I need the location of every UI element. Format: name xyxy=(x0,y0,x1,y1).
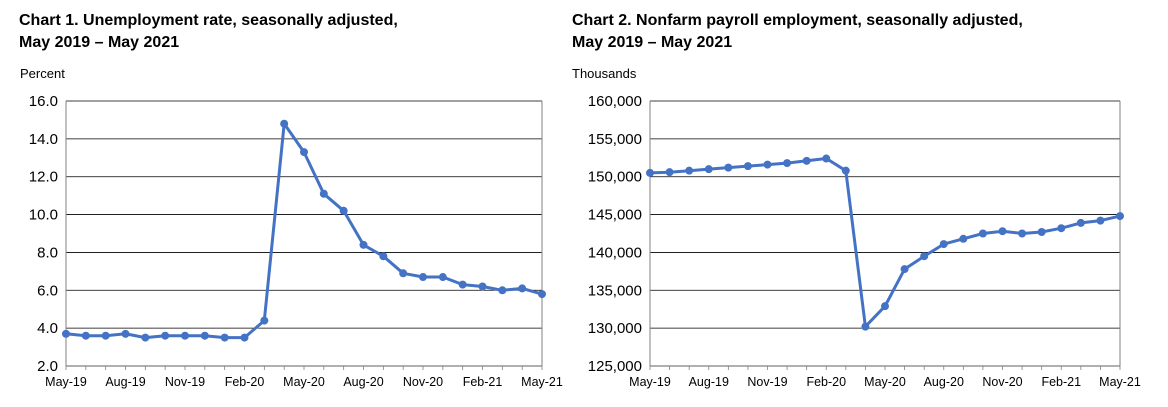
data-point xyxy=(62,329,70,338)
data-point xyxy=(200,331,209,340)
y-tick-label: 140,000 xyxy=(588,244,642,261)
data-point xyxy=(920,252,929,261)
y-axis-unit-label: Thousands xyxy=(572,66,637,81)
y-tick-label: 2.0 xyxy=(37,358,58,375)
x-tick-label: Nov-20 xyxy=(982,375,1022,389)
data-point xyxy=(181,331,189,340)
x-tick-label: Feb-20 xyxy=(225,375,265,389)
data-point xyxy=(339,206,348,215)
y-tick-label: 130,000 xyxy=(588,320,642,337)
data-point xyxy=(538,290,546,299)
x-tick-label: Aug-19 xyxy=(689,375,729,389)
data-point xyxy=(399,269,408,278)
data-point xyxy=(220,333,229,342)
data-point xyxy=(1096,216,1105,225)
series-line xyxy=(649,157,1121,329)
y-tick-label: 8.0 xyxy=(37,244,58,261)
x-tick-label: May-20 xyxy=(283,375,325,389)
data-point xyxy=(978,229,987,238)
chart-title: Chart 1. Unemployment rate, seasonally a… xyxy=(19,10,559,54)
y-tick-label: 12.0 xyxy=(29,169,58,186)
data-point xyxy=(763,160,772,169)
data-point xyxy=(802,156,811,165)
y-tick-label: 155,000 xyxy=(588,131,642,148)
data-point xyxy=(665,168,674,177)
data-point xyxy=(300,148,308,157)
data-point xyxy=(861,322,870,331)
chart-title-line-1: Chart 1. Unemployment rate, seasonally a… xyxy=(19,12,398,29)
data-point xyxy=(438,273,447,282)
data-point xyxy=(900,265,909,274)
data-point xyxy=(240,333,249,342)
data-point xyxy=(419,273,427,282)
x-tick-label: Nov-20 xyxy=(403,375,443,389)
data-point xyxy=(161,331,170,340)
data-point xyxy=(379,252,388,261)
data-point xyxy=(881,302,889,311)
x-tick-label: Aug-19 xyxy=(105,375,145,389)
y-tick-label: 14.0 xyxy=(29,131,58,148)
data-point xyxy=(1116,212,1124,221)
data-point xyxy=(998,227,1007,236)
nonfarm-payroll-plot: 125,000 130,000 135,000 140,000 145,000 150,0… xyxy=(588,93,1141,389)
data-point xyxy=(458,280,467,289)
x-tick-label: Feb-21 xyxy=(463,375,503,389)
data-point xyxy=(319,189,328,198)
y-tick-label: 16.0 xyxy=(29,93,58,110)
data-point xyxy=(280,119,289,128)
x-tick-label: Aug-20 xyxy=(924,375,964,389)
y-tick-label: 160,000 xyxy=(588,93,642,110)
x-tick-label: Nov-19 xyxy=(747,375,787,389)
data-point xyxy=(724,163,733,172)
data-point xyxy=(822,154,831,163)
x-tick-label: Aug-20 xyxy=(343,375,383,389)
chart-title-line-2: May 2019 – May 2021 xyxy=(19,34,180,51)
data-point xyxy=(939,240,948,249)
data-point xyxy=(81,331,90,340)
data-point xyxy=(646,168,654,177)
data-point xyxy=(1076,218,1085,227)
data-point xyxy=(498,286,507,295)
data-point xyxy=(121,329,130,338)
data-point xyxy=(841,166,850,175)
data-point xyxy=(1018,229,1027,238)
x-tick-label: Nov-19 xyxy=(165,375,205,389)
chart-title-line-2: May 2019 – May 2021 xyxy=(572,34,733,51)
y-axis-unit-label: Percent xyxy=(20,66,65,81)
y-tick-label: 4.0 xyxy=(37,320,58,337)
data-point xyxy=(141,333,150,342)
x-tick-label: May-21 xyxy=(521,375,563,389)
y-tick-label: 135,000 xyxy=(588,282,642,299)
data-point xyxy=(518,284,527,293)
data-point xyxy=(743,162,752,171)
y-tick-label: 125,000 xyxy=(588,358,642,375)
data-point xyxy=(260,316,269,325)
nonfarm-payroll-chart: Chart 2. Nonfarm payroll employment, sea… xyxy=(572,0,1168,407)
data-point xyxy=(685,166,694,175)
data-point xyxy=(101,331,110,340)
x-tick-label: May-21 xyxy=(1099,375,1141,389)
x-tick-label: May-19 xyxy=(629,375,671,389)
x-tick-label: May-20 xyxy=(864,375,906,389)
chart-title: Chart 2. Nonfarm payroll employment, sea… xyxy=(572,10,1112,54)
y-tick-label: 150,000 xyxy=(588,169,642,186)
y-tick-label: 6.0 xyxy=(37,282,58,299)
x-tick-label: May-19 xyxy=(45,375,87,389)
data-point xyxy=(959,234,968,243)
unemployment-rate-chart: Chart 1. Unemployment rate, seasonally a… xyxy=(19,10,563,389)
chart-title-line-1: Chart 2. Nonfarm payroll employment, sea… xyxy=(572,12,1023,29)
data-point xyxy=(1057,224,1066,233)
x-tick-label: Feb-20 xyxy=(806,375,846,389)
unemployment-rate-plot: 2.0 4.0 6.0 8.0 10.0 12.0 14.0 16.0 May-19 Aug-19… xyxy=(29,93,563,389)
data-point xyxy=(1037,227,1046,236)
data-point xyxy=(478,282,487,291)
data-point xyxy=(783,159,792,168)
y-tick-label: 10.0 xyxy=(29,207,58,224)
data-point xyxy=(359,240,368,249)
y-tick-label: 145,000 xyxy=(588,207,642,224)
data-point xyxy=(704,165,713,174)
x-tick-label: Feb-21 xyxy=(1041,375,1081,389)
